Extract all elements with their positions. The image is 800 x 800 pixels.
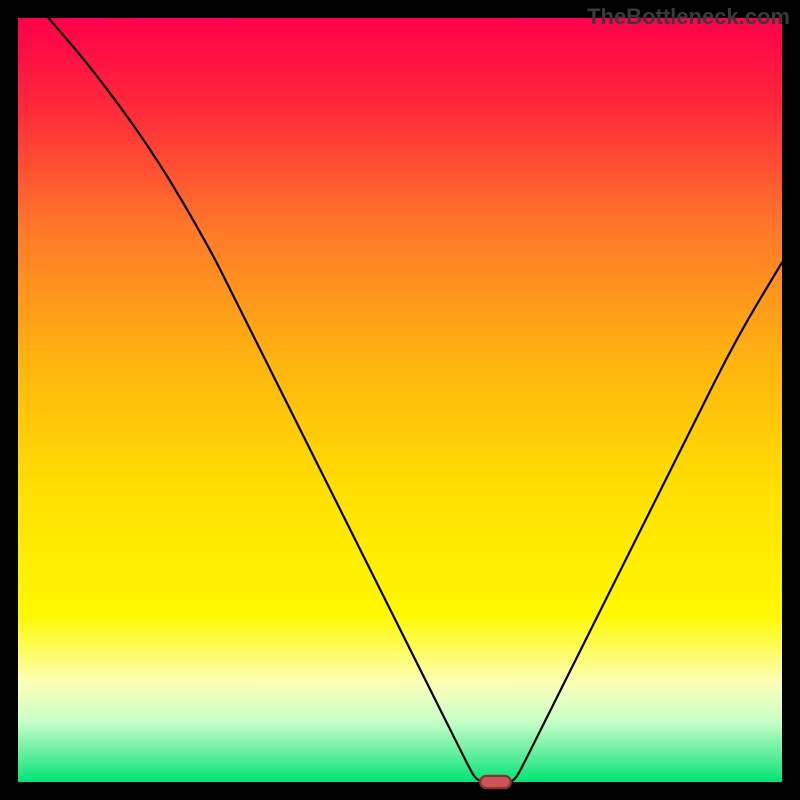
plot-background (18, 18, 782, 782)
chart-container: TheBottleneck.com (0, 0, 800, 800)
optimal-marker (480, 776, 511, 788)
bottleneck-chart (0, 0, 800, 800)
watermark-text: TheBottleneck.com (587, 4, 790, 30)
